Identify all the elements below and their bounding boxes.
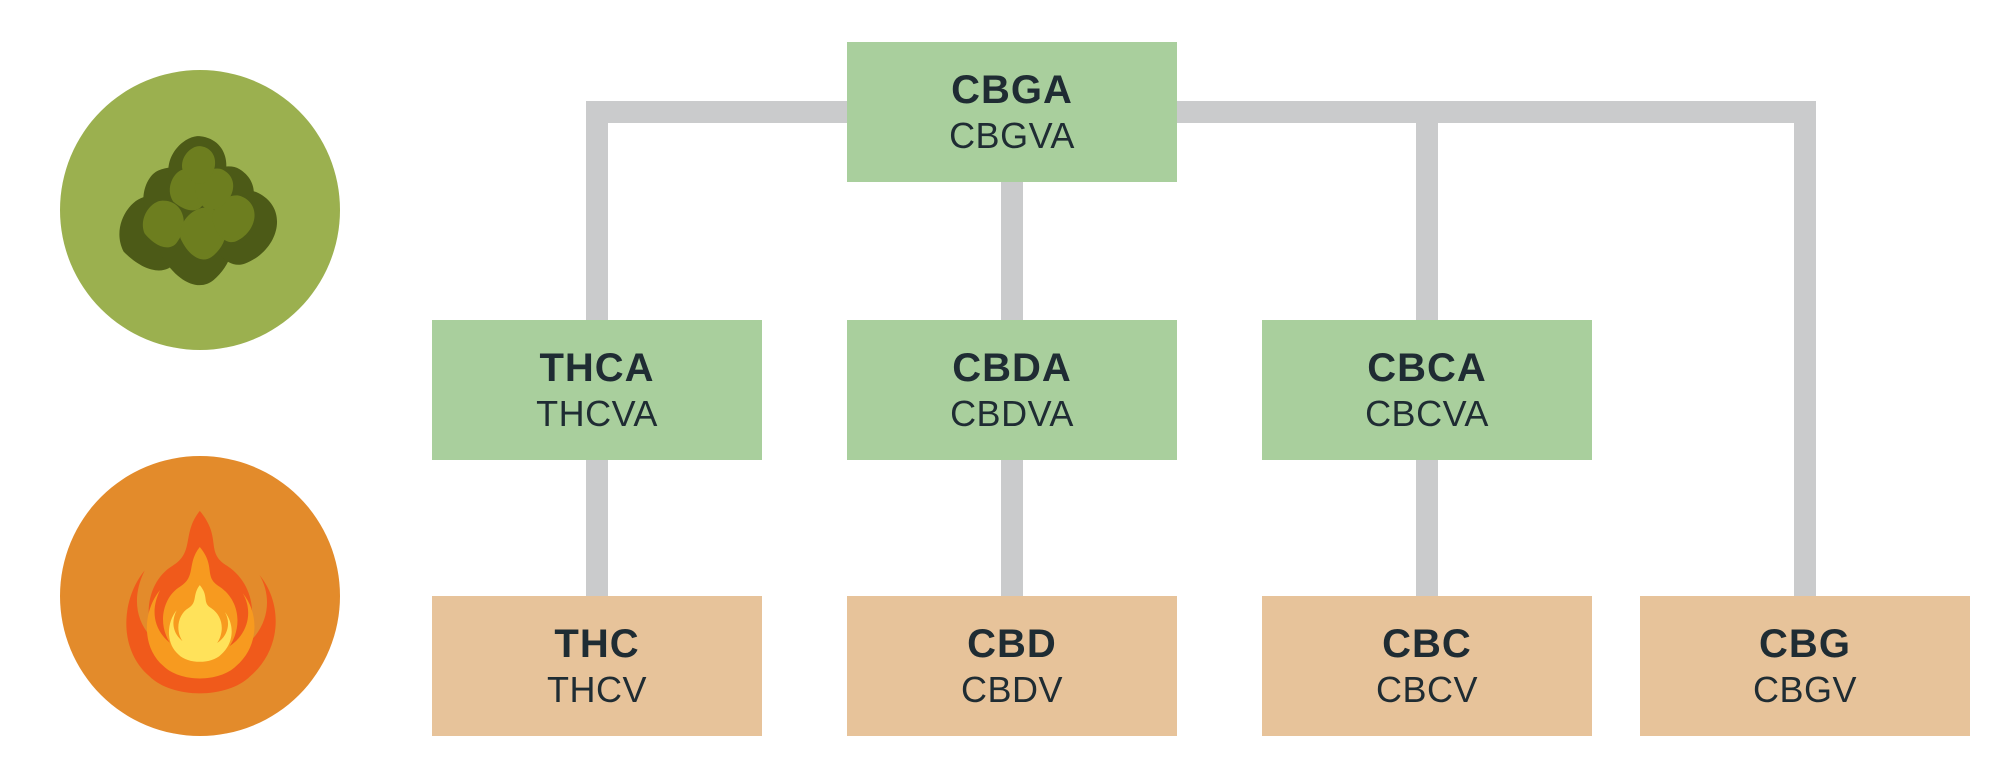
node-subtitle: CBGV [1753, 669, 1857, 711]
fire-icon [60, 456, 340, 736]
node-cbc: CBC CBCV [1262, 596, 1592, 736]
node-subtitle: THCVA [536, 393, 658, 435]
node-thca: THCA THCVA [432, 320, 762, 460]
node-subtitle: CBCV [1376, 669, 1478, 711]
node-subtitle: CBCVA [1365, 393, 1489, 435]
node-cbd: CBD CBDV [847, 596, 1177, 736]
node-title: CBCA [1367, 346, 1487, 391]
plant-icon [60, 70, 340, 350]
node-subtitle: CBDV [961, 669, 1063, 711]
node-cbga: CBGA CBGVA [847, 42, 1177, 182]
node-title: CBC [1382, 622, 1472, 667]
node-title: CBD [967, 622, 1057, 667]
cannabis-bud-icon [77, 87, 323, 333]
node-title: CBGA [951, 68, 1073, 113]
node-title: THCA [539, 346, 654, 391]
node-cbg: CBG CBGV [1640, 596, 1970, 736]
diagram-canvas: CBGA CBGVA THCA THCVA CBDA CBDVA CBCA CB… [0, 0, 2000, 778]
node-subtitle: CBDVA [950, 393, 1074, 435]
node-subtitle: THCV [547, 669, 647, 711]
flame-icon [85, 481, 315, 711]
node-thc: THC THCV [432, 596, 762, 736]
node-title: CBG [1759, 622, 1851, 667]
node-title: CBDA [952, 346, 1072, 391]
node-cbca: CBCA CBCVA [1262, 320, 1592, 460]
node-cbda: CBDA CBDVA [847, 320, 1177, 460]
node-subtitle: CBGVA [949, 115, 1075, 157]
node-title: THC [554, 622, 639, 667]
